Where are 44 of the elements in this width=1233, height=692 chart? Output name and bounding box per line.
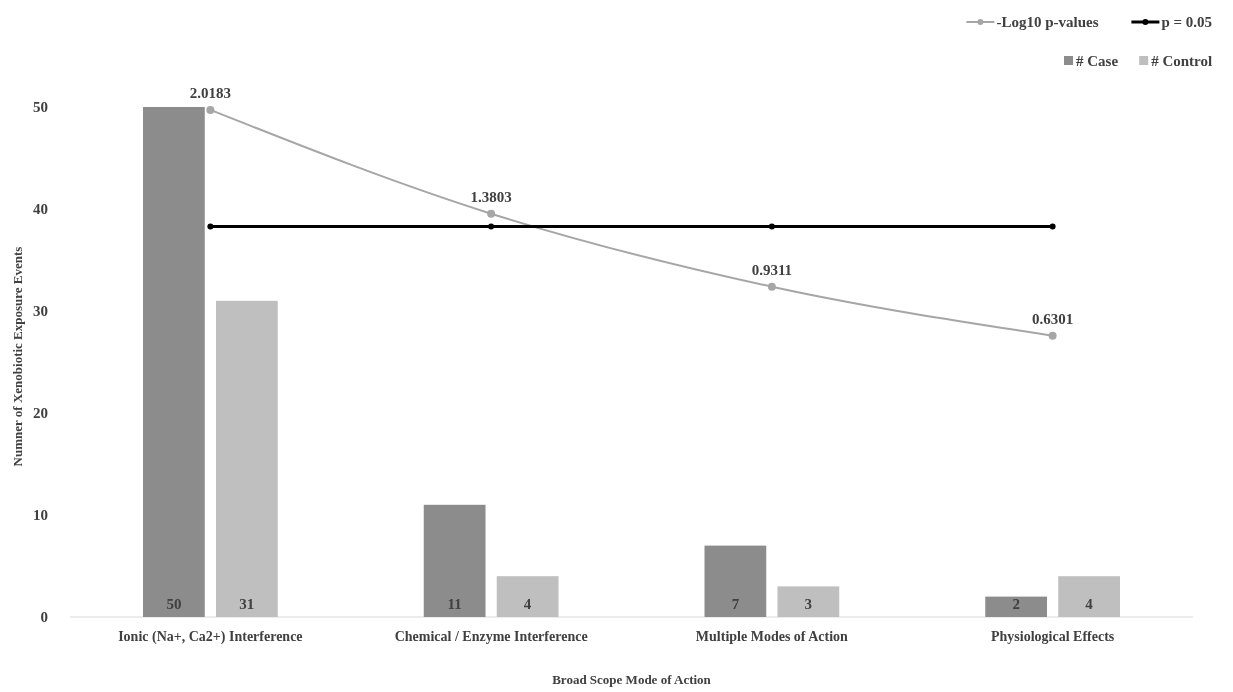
y-tick-label: 20: [33, 405, 48, 421]
bar: [1058, 576, 1121, 617]
x-tick-label: Physiological Effects: [990, 629, 1115, 644]
y-tick-label: 40: [33, 201, 48, 217]
point: [767, 282, 776, 291]
data-label: 31: [239, 596, 255, 612]
data-label: 4: [523, 596, 532, 612]
point: [488, 223, 495, 230]
data-label: 11: [447, 596, 462, 612]
legend-label: -Log10 p-values: [996, 14, 1099, 30]
bar: [985, 596, 1048, 617]
data-label: 0.9311: [751, 261, 793, 278]
data-label: 1.3803: [470, 188, 512, 205]
point: [1048, 331, 1057, 340]
y-tick-label: 0: [40, 609, 48, 625]
point: [1049, 223, 1056, 230]
point: [207, 223, 214, 230]
data-label: 7: [731, 596, 740, 612]
x-tick-label: Chemical / Enzyme Interference: [394, 629, 588, 644]
data-label: 3: [804, 596, 813, 612]
data-label: 0.6301: [1032, 310, 1074, 327]
bar: [777, 586, 840, 617]
bar: [496, 576, 559, 617]
x-tick-label: Multiple Modes of Action: [695, 629, 849, 644]
data-label: 2.0183: [189, 84, 231, 101]
y-tick-label: 50: [33, 99, 48, 115]
x-tick-label: Ionic (Na+, Ca2+) Interference: [118, 629, 303, 645]
point: [206, 105, 215, 114]
data-label: 4: [1085, 596, 1094, 612]
legend-label: # Case: [1076, 53, 1119, 69]
data-label: 2: [1012, 596, 1020, 612]
point: [768, 223, 775, 230]
bar: [215, 300, 278, 617]
point: [487, 209, 496, 218]
bar: [143, 107, 205, 617]
data-label: 50: [166, 596, 182, 612]
y-tick-label: 30: [33, 303, 48, 319]
legend-label: # Control: [1151, 53, 1213, 69]
bar: [704, 545, 767, 617]
bar: [423, 504, 486, 617]
y-axis-title: Numner of Xenobiotic Exposure Events: [10, 246, 25, 467]
x-axis-title: Broad Scope Mode of Action: [552, 672, 712, 687]
legend-label: p = 0.05: [1161, 14, 1213, 30]
y-tick-label: 10: [33, 507, 48, 523]
